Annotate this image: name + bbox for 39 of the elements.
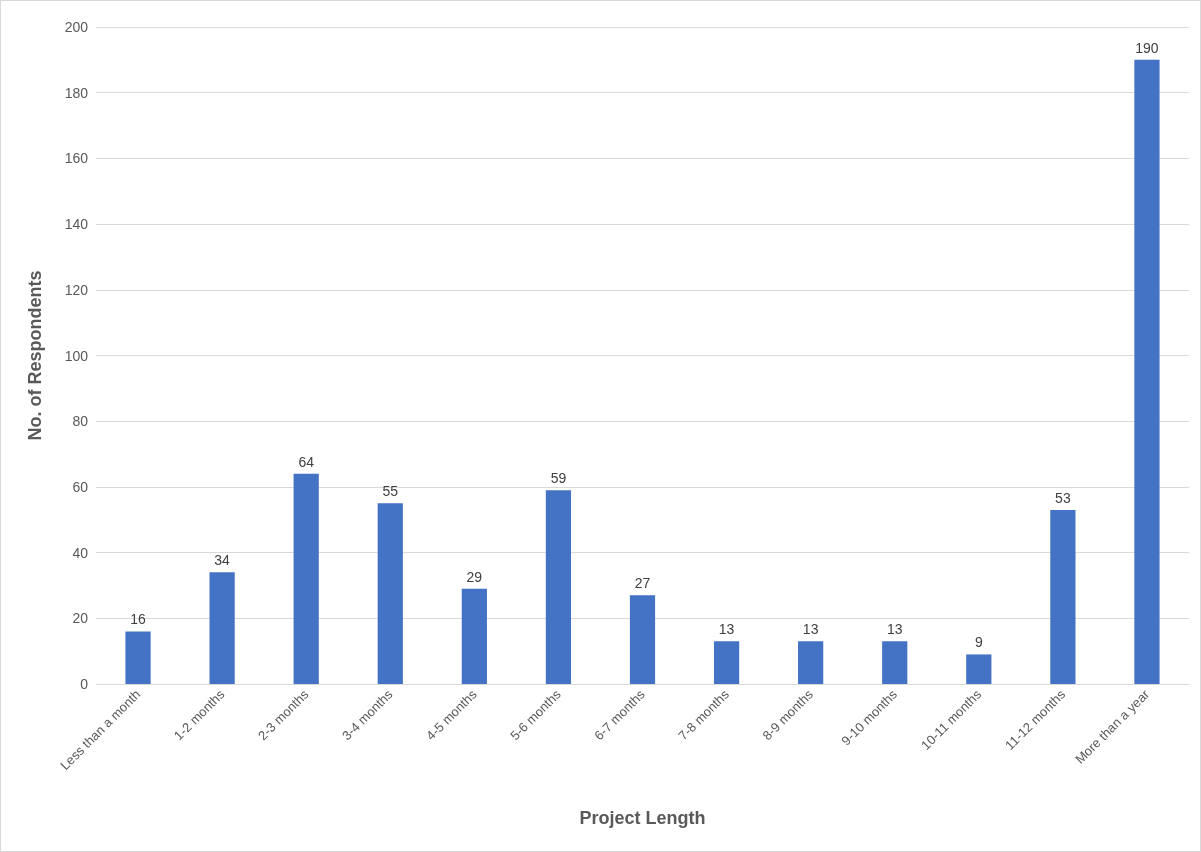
y-tick-label: 40	[72, 544, 89, 561]
bar	[545, 490, 572, 684]
bar	[377, 503, 403, 684]
y-tick-label: 100	[64, 347, 89, 364]
bar	[125, 631, 151, 684]
data-label: 29	[466, 568, 483, 585]
data-label: 9	[974, 634, 983, 651]
bar	[966, 654, 992, 684]
bar	[713, 641, 740, 684]
bar	[1050, 509, 1076, 684]
y-tick-label: 160	[64, 150, 89, 167]
data-label: 55	[382, 483, 399, 500]
bar	[209, 572, 235, 684]
data-label: 190	[1135, 39, 1159, 56]
bar	[798, 641, 824, 684]
y-tick-label: 20	[72, 610, 89, 627]
bar	[461, 588, 487, 684]
data-label: 53	[1055, 489, 1071, 506]
bar	[1134, 59, 1160, 684]
data-label: 27	[634, 575, 651, 592]
data-label: 64	[298, 453, 315, 470]
data-label: 16	[130, 611, 147, 628]
data-label: 34	[214, 552, 231, 569]
bar	[293, 473, 319, 684]
y-tick-label: 80	[72, 413, 89, 430]
y-tick-label: 180	[64, 84, 89, 101]
y-tick-label: 120	[64, 281, 89, 298]
data-label: 13	[802, 621, 819, 638]
y-axis-title: No. of Respondents	[25, 270, 45, 441]
data-label: 59	[550, 470, 567, 487]
y-tick-label: 200	[64, 19, 89, 35]
data-label: 13	[718, 621, 735, 638]
y-tick-label: 140	[64, 216, 89, 233]
bar	[882, 641, 908, 684]
bar	[629, 595, 656, 684]
x-axis-title: Project Length	[579, 808, 706, 828]
y-tick-label: 60	[72, 478, 89, 495]
data-label: 13	[886, 621, 903, 638]
y-tick-label: 0	[80, 676, 89, 692]
